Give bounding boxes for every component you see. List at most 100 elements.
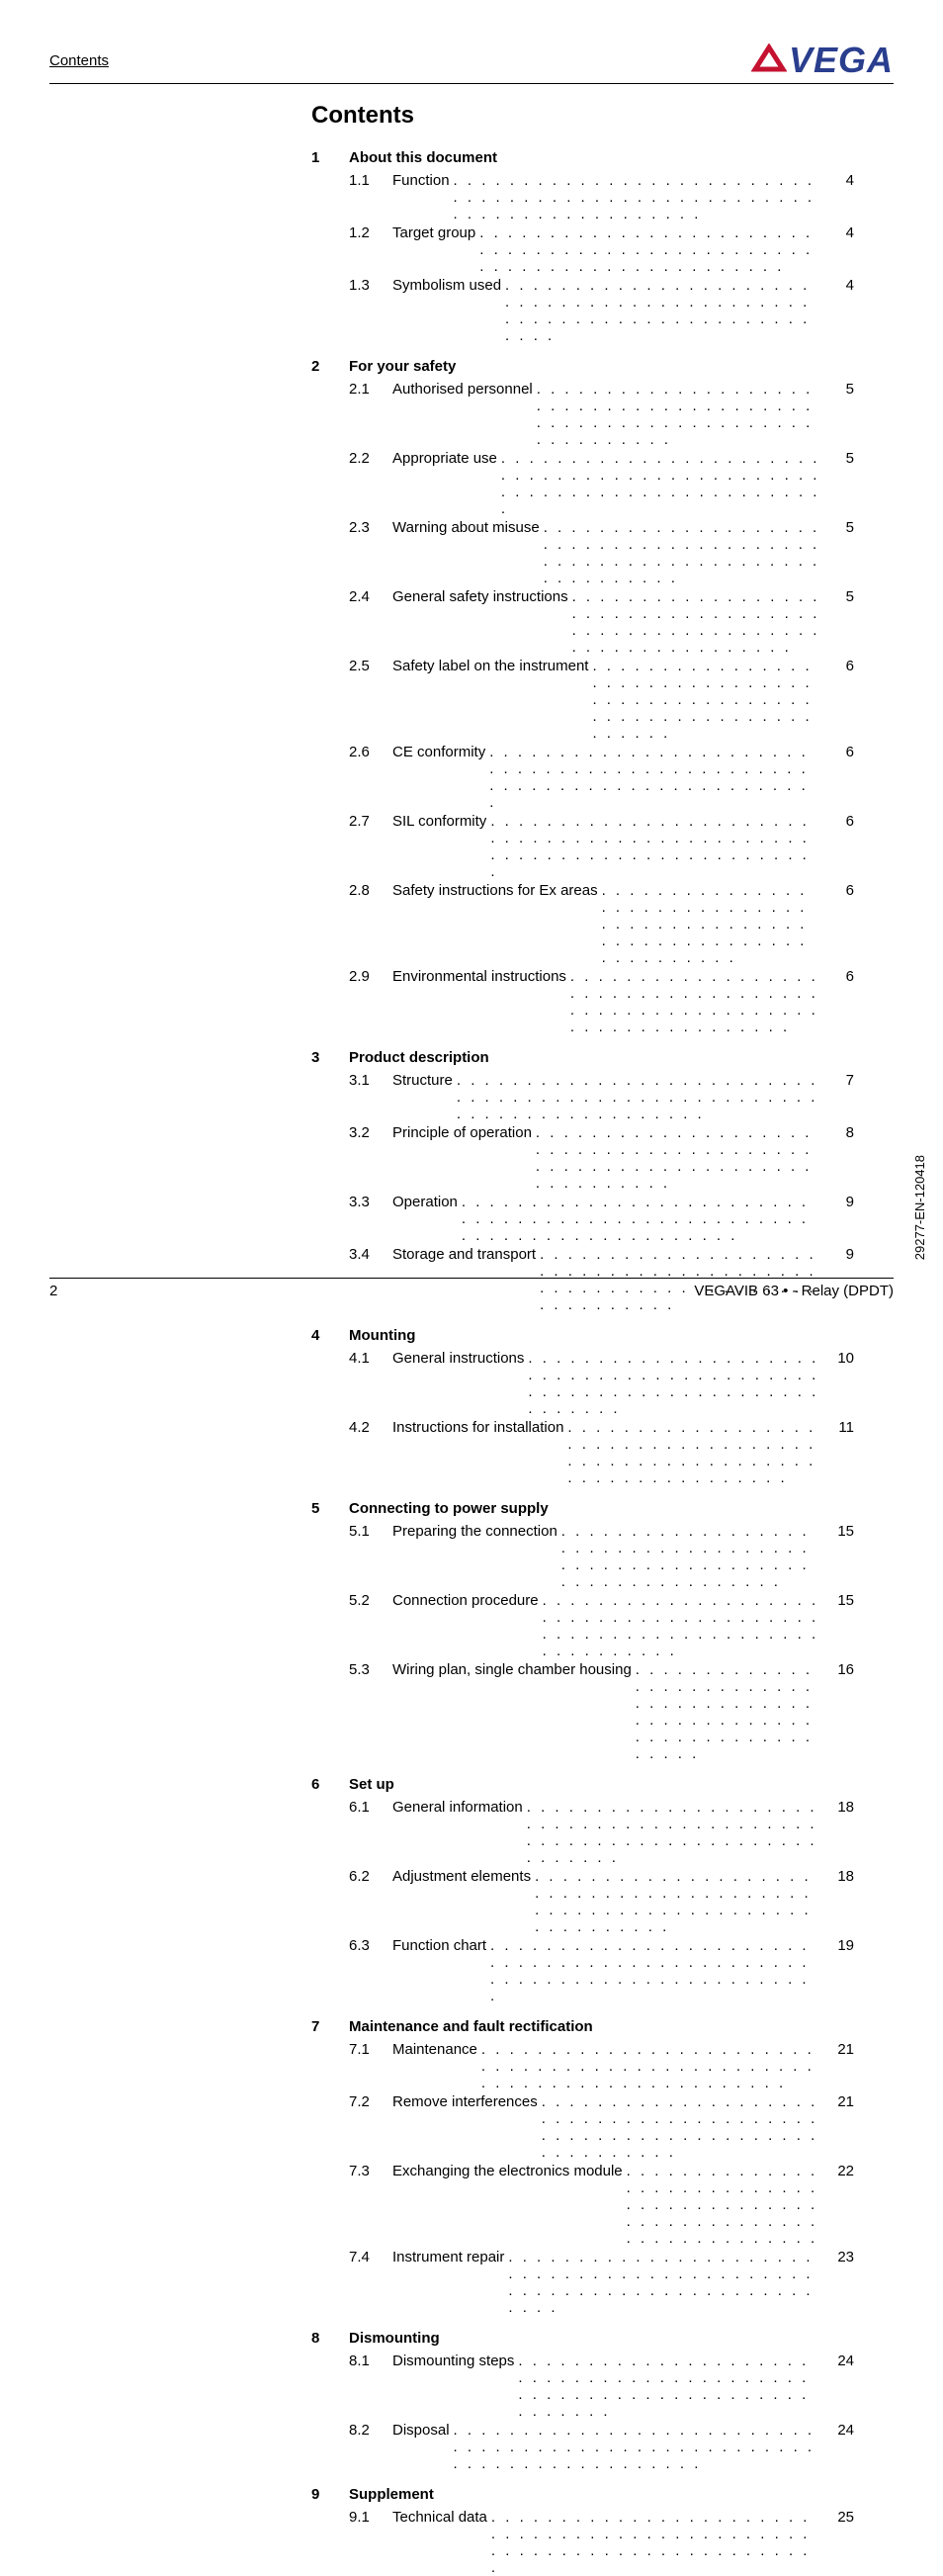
toc-entry: 8.2Disposal. . . . . . . . . . . . . . .… bbox=[311, 2422, 854, 2472]
toc-entry: 2.3Warning about misuse. . . . . . . . .… bbox=[311, 519, 854, 586]
header-bar: Contents VEGA bbox=[49, 40, 894, 84]
toc-entry: 4.1General instructions. . . . . . . . .… bbox=[311, 1350, 854, 1417]
toc-entry-number: 6.1 bbox=[349, 1799, 392, 1816]
toc-section: 8Dismounting 8.1Dismounting steps. . . . … bbox=[311, 2330, 854, 2472]
contents-title: Contents bbox=[311, 102, 854, 130]
toc-section-title: Mounting bbox=[349, 1327, 854, 1344]
toc-section-title: Set up bbox=[349, 1776, 854, 1793]
toc-dots: . . . . . . . . . . . . . . . . . . . . … bbox=[531, 1868, 824, 1935]
toc-dots: . . . . . . . . . . . . . . . . . . . . … bbox=[568, 588, 824, 656]
toc-entry-page: 24 bbox=[824, 2422, 854, 2439]
toc-section-header: 5Connecting to power supply bbox=[311, 1500, 854, 1517]
toc-entry: 1.3Symbolism used. . . . . . . . . . . .… bbox=[311, 277, 854, 344]
toc-section-number: 9 bbox=[311, 2486, 349, 2503]
toc-entry-number: 1.1 bbox=[349, 172, 392, 189]
toc-section-title: For your safety bbox=[349, 358, 854, 375]
header-left-text: Contents bbox=[49, 52, 109, 69]
toc-entry-text: Adjustment elements bbox=[392, 1868, 531, 1885]
side-document-code: 29277-EN-120418 bbox=[912, 1155, 927, 1260]
toc-section-header: 8Dismounting bbox=[311, 2330, 854, 2347]
toc-dots: . . . . . . . . . . . . . . . . . . . . … bbox=[453, 1072, 824, 1122]
toc-dots: . . . . . . . . . . . . . . . . . . . . … bbox=[532, 1124, 824, 1192]
toc-entry: 7.3Exchanging the electronics module. . … bbox=[311, 2163, 854, 2247]
toc-section-number: 2 bbox=[311, 358, 349, 375]
footer-product-text: VEGAVIB 63 • - Relay (DPDT) bbox=[694, 1283, 894, 1299]
toc-section: 7Maintenance and fault rectification7.1M… bbox=[311, 2018, 854, 2316]
toc-section-header: 3Product description bbox=[311, 1049, 854, 1066]
toc-entry-page: 6 bbox=[824, 658, 854, 674]
toc-dots: . . . . . . . . . . . . . . . . . . . . … bbox=[533, 381, 824, 448]
toc-entry: 2.7SIL conformity. . . . . . . . . . . .… bbox=[311, 813, 854, 880]
toc-entry-text: Exchanging the electronics module bbox=[392, 2163, 623, 2179]
toc-entry: 2.5Safety label on the instrument. . . .… bbox=[311, 658, 854, 742]
toc-entry-page: 5 bbox=[824, 519, 854, 536]
toc-entry-number: 2.1 bbox=[349, 381, 392, 398]
toc-entry-text: Instructions for installation bbox=[392, 1419, 563, 1436]
toc-entry-page: 18 bbox=[824, 1799, 854, 1816]
toc-entry: 3.3Operation. . . . . . . . . . . . . . … bbox=[311, 1194, 854, 1244]
toc-entry-text: Connection procedure bbox=[392, 1592, 539, 1609]
toc-entry-text: Dismounting steps bbox=[392, 2353, 514, 2369]
toc-section-number: 3 bbox=[311, 1049, 349, 1066]
toc-entry-text: Function chart bbox=[392, 1937, 486, 1954]
toc-entry: 2.1Authorised personnel. . . . . . . . .… bbox=[311, 381, 854, 448]
toc-dots: . . . . . . . . . . . . . . . . . . . . … bbox=[540, 519, 824, 586]
toc-entry: 1.1Function. . . . . . . . . . . . . . .… bbox=[311, 172, 854, 222]
toc-entry-number: 6.2 bbox=[349, 1868, 392, 1885]
toc-entry-page: 11 bbox=[824, 1419, 854, 1436]
toc-section: 1About this document1.1Function. . . . .… bbox=[311, 149, 854, 344]
toc-dots: . . . . . . . . . . . . . . . . . . . . … bbox=[486, 813, 824, 880]
toc-section: 2For your safety 2.1Authorised personnel.… bbox=[311, 358, 854, 1035]
toc-entry-number: 2.9 bbox=[349, 968, 392, 985]
toc-section-header: 4Mounting bbox=[311, 1327, 854, 1344]
toc-entry: 9.1Technical data. . . . . . . . . . . .… bbox=[311, 2509, 854, 2576]
toc-entry-text: SIL conformity bbox=[392, 813, 486, 830]
toc-entry-number: 8.1 bbox=[349, 2353, 392, 2369]
toc-entry-page: 10 bbox=[824, 1350, 854, 1367]
toc-entry-number: 2.4 bbox=[349, 588, 392, 605]
toc-section-number: 7 bbox=[311, 2018, 349, 2035]
toc-entry-text: General safety instructions bbox=[392, 588, 568, 605]
toc-entry-page: 18 bbox=[824, 1868, 854, 1885]
toc-entry-page: 16 bbox=[824, 1661, 854, 1678]
toc-section-title: Supplement bbox=[349, 2486, 854, 2503]
toc-entry: 2.9Environmental instructions. . . . . .… bbox=[311, 968, 854, 1035]
toc-entry-page: 8 bbox=[824, 1124, 854, 1141]
toc-entry-page: 25 bbox=[824, 2509, 854, 2526]
toc-entry: 2.6CE conformity. . . . . . . . . . . . … bbox=[311, 744, 854, 811]
toc-section-number: 1 bbox=[311, 149, 349, 166]
toc-entry-number: 5.3 bbox=[349, 1661, 392, 1678]
toc-entry-page: 7 bbox=[824, 1072, 854, 1089]
toc-entry-text: Storage and transport bbox=[392, 1246, 536, 1263]
logo-text: VEGA bbox=[789, 40, 894, 81]
toc-entry-text: Technical data bbox=[392, 2509, 487, 2526]
toc-entry: 4.2Instructions for installation. . . . … bbox=[311, 1419, 854, 1486]
toc-entry-page: 4 bbox=[824, 277, 854, 294]
toc-entry-number: 3.2 bbox=[349, 1124, 392, 1141]
toc-entry-number: 5.2 bbox=[349, 1592, 392, 1609]
toc-dots: . . . . . . . . . . . . . . . . . . . . … bbox=[486, 1937, 824, 2004]
toc-dots: . . . . . . . . . . . . . . . . . . . . … bbox=[514, 2353, 824, 2420]
toc-entry-number: 8.2 bbox=[349, 2422, 392, 2439]
toc-dots: . . . . . . . . . . . . . . . . . . . . … bbox=[504, 2249, 824, 2316]
toc-entry: 6.3Function chart. . . . . . . . . . . .… bbox=[311, 1937, 854, 2004]
toc-section: 6Set up6.1General information. . . . . .… bbox=[311, 1776, 854, 2004]
toc-entry-number: 5.1 bbox=[349, 1523, 392, 1540]
toc-dots: . . . . . . . . . . . . . . . . . . . . … bbox=[524, 1350, 824, 1417]
toc-section: 3Product description3.1Structure. . . . … bbox=[311, 1049, 854, 1313]
toc-dots: . . . . . . . . . . . . . . . . . . . . … bbox=[487, 2509, 824, 2576]
toc-section-header: 6Set up bbox=[311, 1776, 854, 1793]
toc-entry-number: 7.4 bbox=[349, 2249, 392, 2265]
toc-entry-page: 6 bbox=[824, 882, 854, 899]
toc-entry: 2.8Safety instructions for Ex areas. . .… bbox=[311, 882, 854, 966]
toc-entry-text: Appropriate use bbox=[392, 450, 497, 467]
toc-entry-page: 5 bbox=[824, 588, 854, 605]
toc-entry: 1.2Target group. . . . . . . . . . . . .… bbox=[311, 224, 854, 275]
toc-section: 4Mounting 4.1General instructions. . . . … bbox=[311, 1327, 854, 1486]
toc-section-number: 5 bbox=[311, 1500, 349, 1517]
toc-entry-text: Structure bbox=[392, 1072, 453, 1089]
toc-entry-page: 9 bbox=[824, 1246, 854, 1263]
toc-entry-text: Principle of operation bbox=[392, 1124, 532, 1141]
toc-entry-text: Warning about misuse bbox=[392, 519, 540, 536]
toc-entry-page: 4 bbox=[824, 172, 854, 189]
